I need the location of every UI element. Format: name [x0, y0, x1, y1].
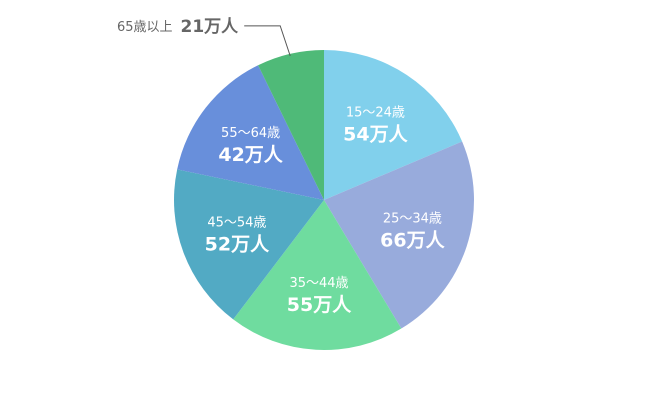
- pie-slice: [324, 50, 463, 200]
- pie-labels: 15〜24歳 54万人 25〜34歳 66万人 35〜44歳 55万人 45〜54歳 52万人…: [205, 106, 446, 316]
- slice-category-label: 65歳以上: [117, 20, 173, 35]
- pie-slice: [177, 65, 324, 200]
- pie-slices: [174, 49, 475, 350]
- pie-slice: [174, 169, 324, 320]
- slice-value-label: 66万人: [380, 230, 445, 252]
- callout-leader-line: [244, 25, 291, 57]
- slice-value-label: 52万人: [205, 234, 270, 256]
- slice-value-label: 54万人: [343, 124, 408, 146]
- slice-category-label: 35〜44歳: [289, 276, 348, 291]
- slice-value-label: 55万人: [287, 294, 352, 316]
- slice-category-label: 45〜54歳: [207, 216, 266, 231]
- slice-value-label: 21万人: [181, 17, 240, 37]
- pie-slice: [233, 200, 402, 350]
- slice-category-label: 55〜64歳: [221, 126, 280, 141]
- pie-slice: [324, 141, 475, 329]
- slice-category-label: 25〜34歳: [383, 212, 442, 227]
- slice-category-label: 15〜24歳: [346, 106, 405, 121]
- slice-value-label: 42万人: [218, 144, 283, 166]
- outside-callout: 21万人 65歳以上: [117, 17, 291, 57]
- pie-slice: [258, 49, 324, 200]
